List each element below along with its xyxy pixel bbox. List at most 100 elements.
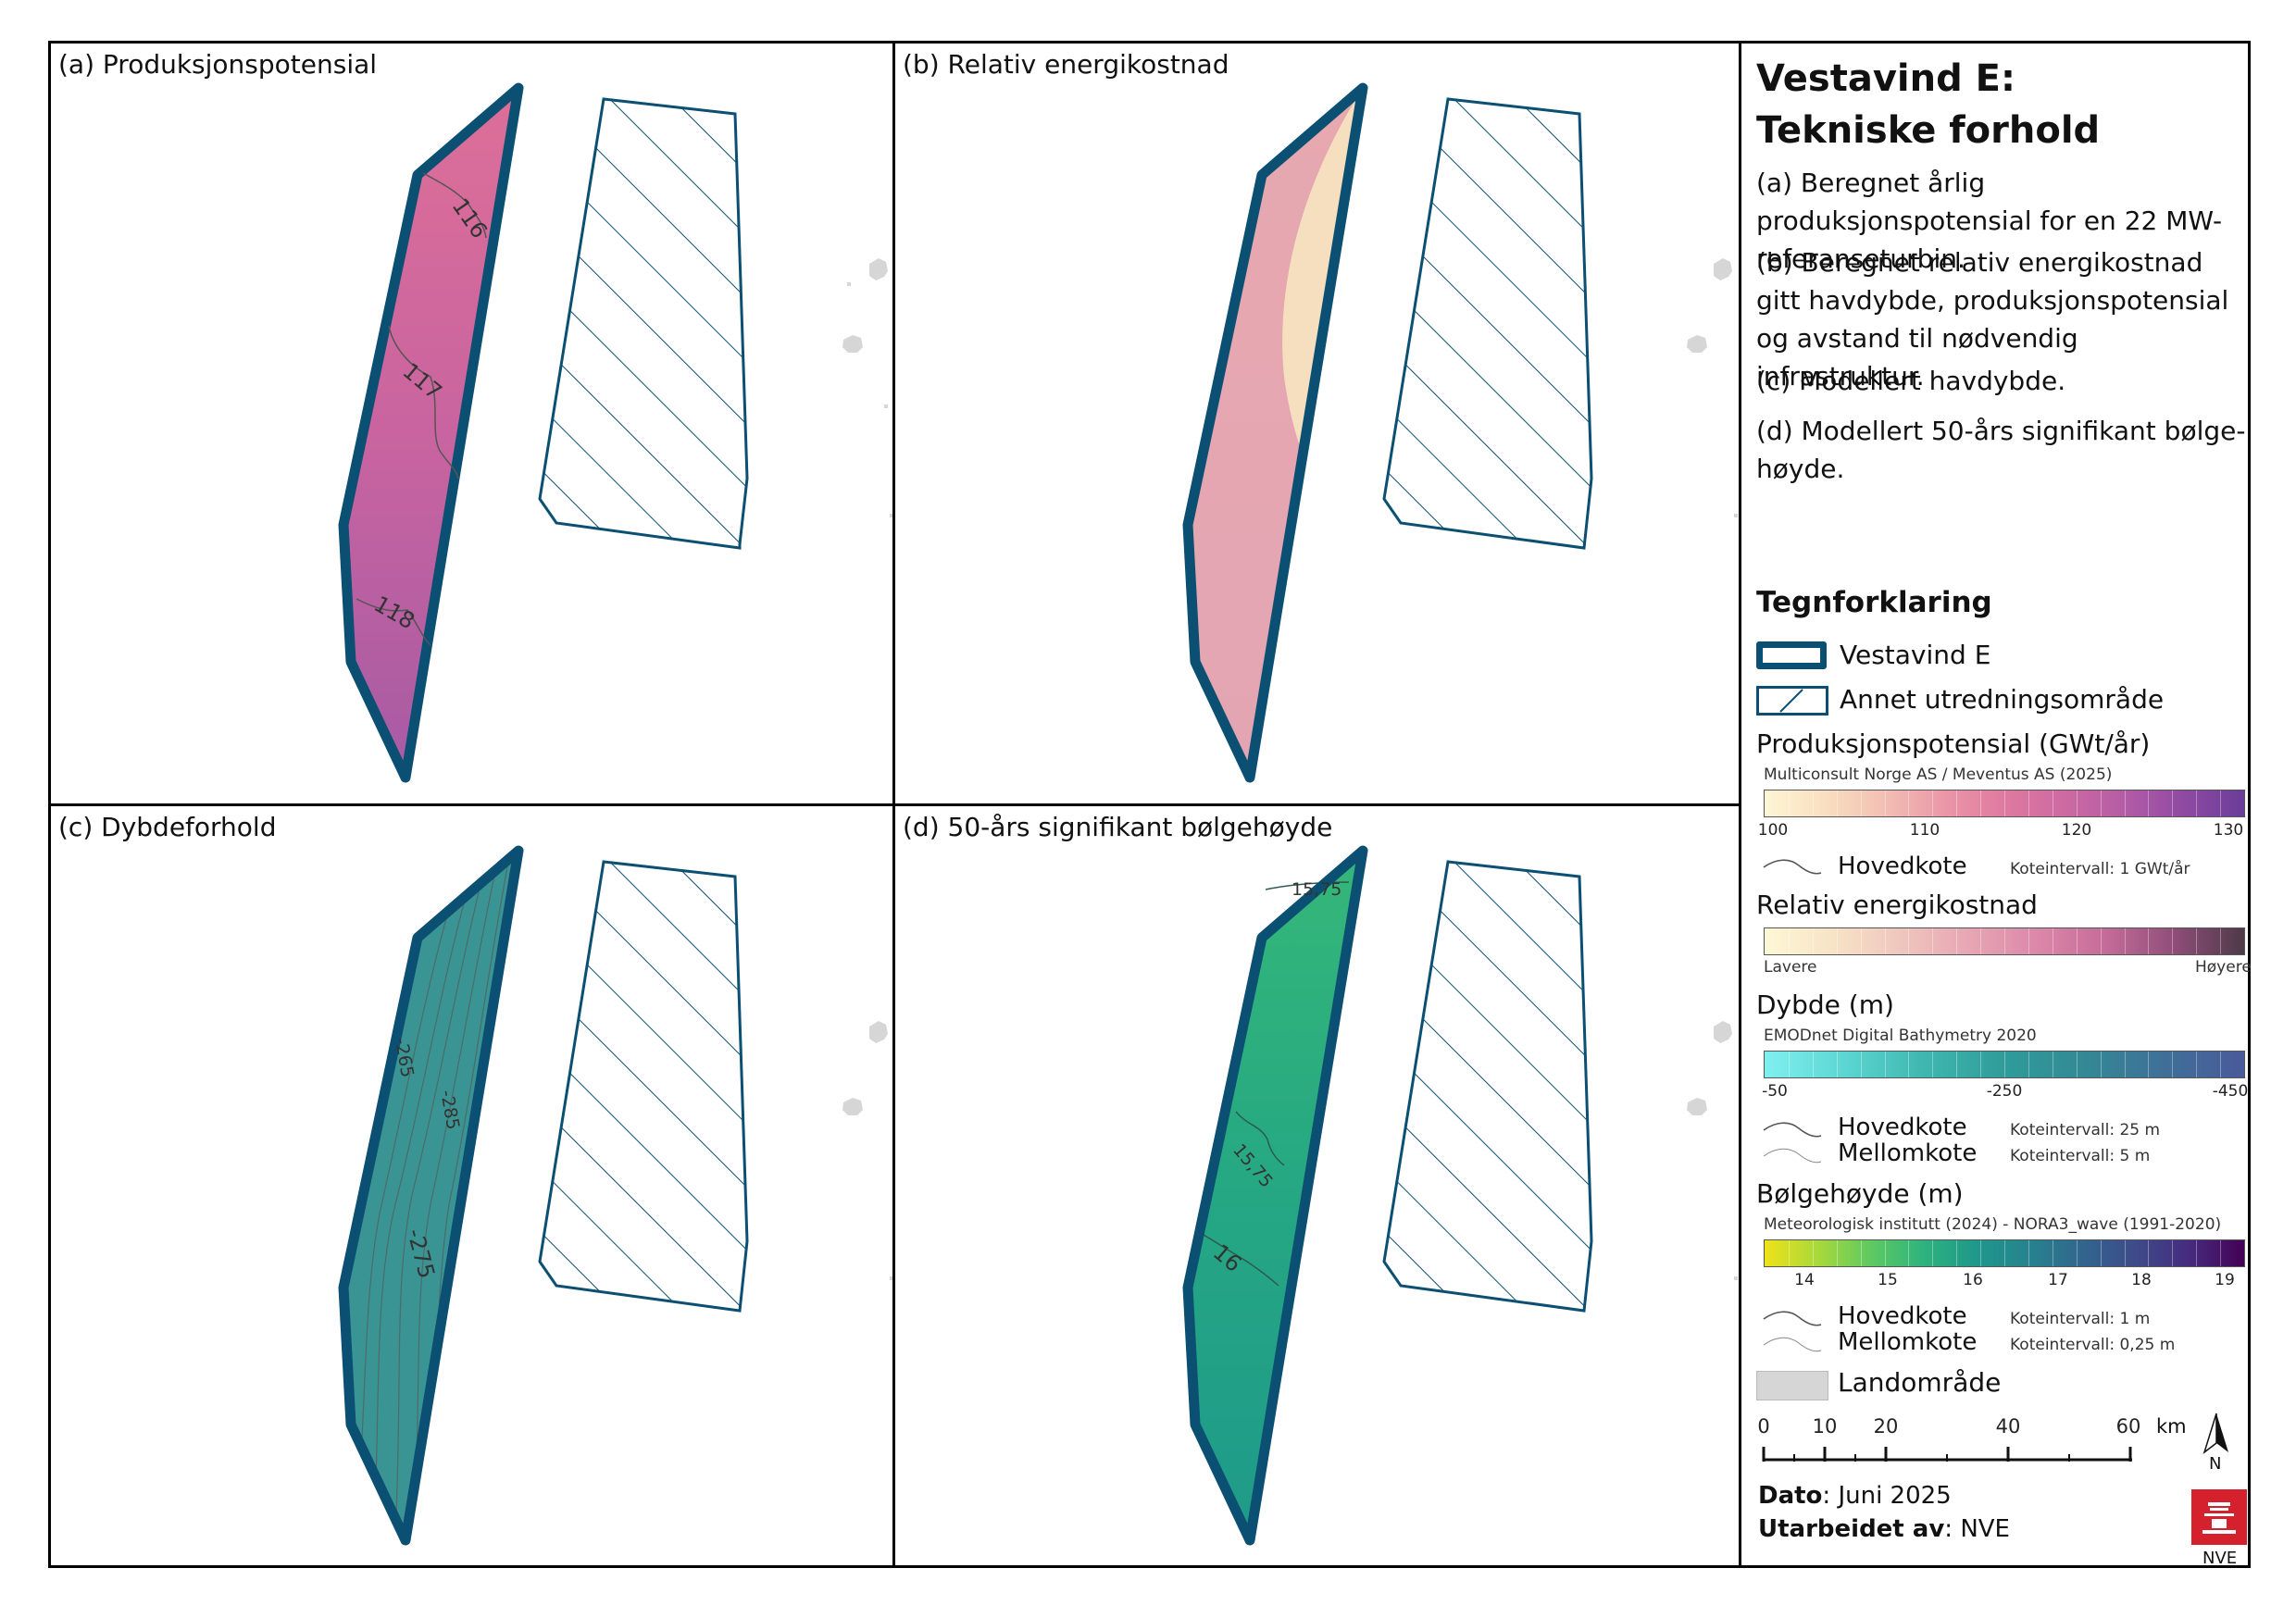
energy-cost-high: Høyere [2195, 958, 2252, 977]
land-swatch [1756, 1371, 1828, 1400]
ramp-step-divider [2172, 790, 2174, 816]
author-label: Utarbeidet av [1758, 1515, 1945, 1543]
ramp-step-divider [1812, 790, 1814, 816]
wave-legend-title: Bølgehøyde (m) [1756, 1178, 1964, 1209]
ramp-step-divider [1956, 790, 1958, 816]
depth-tick: -450 [2212, 1082, 2249, 1101]
depth-mellomkote-label: Mellomkote [1838, 1139, 1978, 1167]
ramp-step-divider [1836, 790, 1838, 816]
date-line: Dato: Juni 2025 [1758, 1482, 1952, 1510]
contour-line [422, 172, 487, 239]
ramp-step-divider [2076, 928, 2078, 954]
north-label: N [2209, 1454, 2222, 1474]
other-study-area[interactable] [1382, 860, 1593, 1313]
wave-interval-main: Koteintervall: 1 m [2010, 1310, 2151, 1328]
ramp-step-divider [1812, 1240, 1814, 1266]
ramp-step-divider [2028, 790, 2029, 816]
ramp-step-divider [1788, 790, 1790, 816]
ramp-step-divider [2148, 928, 2150, 954]
other-study-area[interactable] [1382, 97, 1593, 550]
production-map: 116 117 118 [338, 82, 892, 783]
wave-tick: 16 [1963, 1271, 1983, 1289]
ramp-step-divider [2220, 1052, 2222, 1077]
wave-tick: 17 [2048, 1271, 2068, 1289]
contour-line [1235, 1111, 1285, 1166]
vestavind-e-area[interactable] [338, 82, 524, 783]
description-d: (d) Modellert 50-års signifikant bølge-h… [1756, 416, 2246, 484]
ramp-step-divider [1932, 928, 1934, 954]
ramp-step-divider [1812, 928, 1814, 954]
ramp-step-divider [2028, 928, 2029, 954]
other-study-area[interactable] [538, 860, 749, 1313]
vestavind-label: Vestavind E [1840, 640, 1991, 670]
ramp-step-divider [1980, 928, 1982, 954]
wave-tick: 15 [1878, 1271, 1898, 1289]
ramp-step-divider [2220, 1240, 2222, 1266]
ramp-step-divider [1932, 1240, 1934, 1266]
wave-mellomkote-label: Mellomkote [1838, 1328, 1978, 1356]
production-source: Multiconsult Norge AS / Meventus AS (202… [1764, 765, 2113, 784]
ramp-step-divider [1860, 1240, 1862, 1266]
ramp-step-divider [1788, 1052, 1790, 1077]
land-islands [842, 1021, 892, 1280]
contour-line [1198, 1231, 1279, 1287]
panel-depth: -265 -285 -275 (c) Dybdeforhold [48, 803, 895, 1568]
legend-panel: Vestavind E: Tekniske forhold (a) Beregn… [1739, 41, 2252, 1568]
wave-color-ramp [1764, 1239, 2245, 1267]
energy-cost-map [1182, 82, 1738, 783]
ramp-step-divider [2220, 928, 2222, 954]
ramp-step-divider [1788, 1240, 1790, 1266]
ramp-step-divider [1932, 790, 1934, 816]
production-color-ramp [1764, 790, 2245, 817]
depth-interval-main: Koteintervall: 25 m [2010, 1121, 2161, 1139]
ramp-step-divider [2004, 928, 2005, 954]
ramp-step-divider [2148, 1052, 2150, 1077]
ramp-step-divider [1956, 1052, 1958, 1077]
depth-legend-title: Dybde (m) [1756, 989, 1894, 1020]
ramp-step-divider [1788, 928, 1790, 954]
land-islands [1687, 1021, 1738, 1280]
production-interval: Koteintervall: 1 GWt/år [2010, 860, 2190, 878]
nve-logo-text: NVE [2202, 1549, 2238, 1568]
ramp-step-divider [1908, 1052, 1910, 1077]
ramp-step-divider [2004, 1240, 2005, 1266]
ramp-step-divider [2172, 928, 2174, 954]
ramp-step-divider [2124, 928, 2126, 954]
production-hovedkote-label: Hovedkote [1838, 853, 1967, 880]
other-study-area[interactable] [538, 97, 749, 550]
description-b: (b) Beregnet relativ energikostnad gitt … [1756, 247, 2229, 392]
ramp-step-divider [1956, 1240, 1958, 1266]
ramp-step-divider [2028, 1052, 2029, 1077]
ramp-step-divider [1836, 1240, 1838, 1266]
ramp-step-divider [1884, 1240, 1886, 1266]
wave-interval-minor: Koteintervall: 0,25 m [2010, 1336, 2176, 1354]
date-value: : Juni 2025 [1822, 1482, 1952, 1510]
energy-cost-low: Lavere [1764, 958, 1817, 977]
production-tick: 100 [1757, 821, 1789, 840]
ramp-step-divider [2028, 1240, 2029, 1266]
ramp-step-divider [2196, 1052, 2198, 1077]
production-legend-title: Produksjonspotensial (GWt/år) [1756, 728, 2151, 759]
ramp-step-divider [2100, 1240, 2102, 1266]
panel-title: (d) 50-års signifikant bølgehøyde [903, 812, 1333, 842]
hovedkote-line-icon [1763, 859, 1822, 875]
ramp-step-divider [1956, 928, 1958, 954]
wave-tick: 18 [2131, 1271, 2152, 1289]
ramp-step-divider [1908, 1240, 1910, 1266]
wave-height-map: 15,75 15,75 16 [1182, 845, 1738, 1546]
wave-source: Meteorologisk institutt (2024) - NORA3_w… [1764, 1215, 2222, 1234]
depth-interval-minor: Koteintervall: 5 m [2010, 1147, 2151, 1165]
author-value: : NVE [1944, 1515, 2010, 1543]
vestavind-e-area[interactable] [343, 851, 518, 1540]
depth-hovedkote-label: Hovedkote [1838, 1114, 1967, 1141]
ramp-step-divider [1860, 1052, 1862, 1077]
depth-tick: -50 [1762, 1082, 1788, 1101]
vestavind-e-area[interactable] [1188, 851, 1363, 1540]
depth-map: -265 -285 -275 [338, 845, 892, 1546]
panel-title: (c) Dybdeforhold [58, 812, 277, 842]
ramp-step-divider [1980, 790, 1982, 816]
panel-title: (a) Produksjonspotensial [58, 49, 378, 80]
ramp-step-divider [2076, 1240, 2078, 1266]
scale-tick: 0 [1757, 1415, 1770, 1438]
ramp-step-divider [2148, 790, 2150, 816]
